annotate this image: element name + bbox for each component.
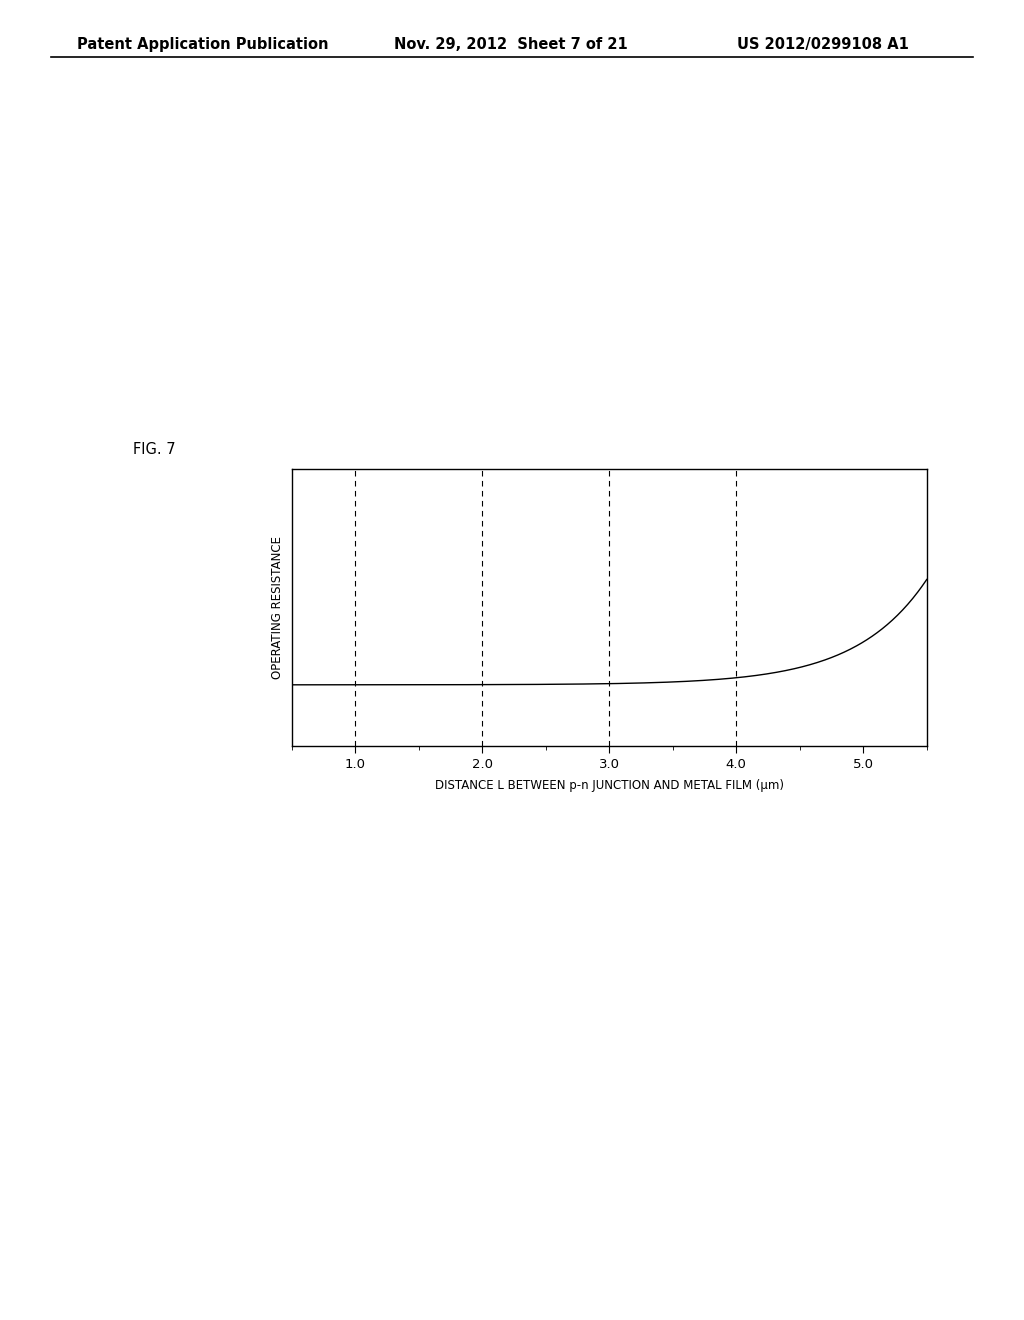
X-axis label: DISTANCE L BETWEEN p-n JUNCTION AND METAL FILM (μm): DISTANCE L BETWEEN p-n JUNCTION AND META… — [435, 779, 783, 792]
Text: US 2012/0299108 A1: US 2012/0299108 A1 — [737, 37, 909, 51]
Text: Nov. 29, 2012  Sheet 7 of 21: Nov. 29, 2012 Sheet 7 of 21 — [394, 37, 628, 51]
Text: Patent Application Publication: Patent Application Publication — [77, 37, 329, 51]
Text: FIG. 7: FIG. 7 — [133, 442, 176, 457]
Y-axis label: OPERATING RESISTANCE: OPERATING RESISTANCE — [270, 536, 284, 678]
